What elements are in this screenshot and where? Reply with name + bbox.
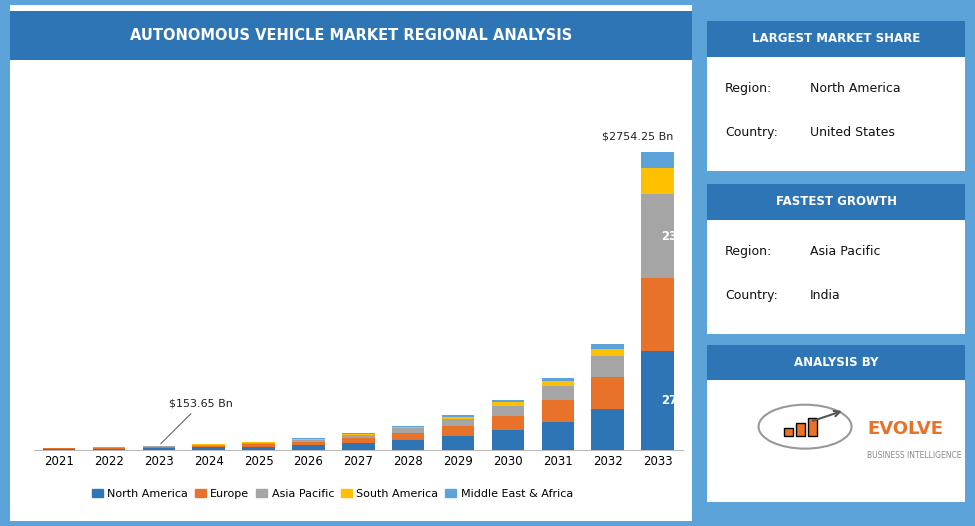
Bar	[442, 437, 474, 450]
Legend: North America, Europe, Asia Pacific, South America, Middle East & Africa: North America, Europe, Asia Pacific, Sou…	[88, 484, 577, 503]
Bar	[342, 443, 374, 450]
Bar	[541, 381, 574, 386]
Bar	[491, 400, 525, 402]
Text: 27%: 27%	[661, 394, 689, 407]
Bar	[192, 448, 225, 450]
Bar	[342, 433, 374, 434]
Bar	[93, 448, 125, 449]
Bar	[442, 426, 474, 437]
Bar	[243, 442, 275, 444]
Bar	[442, 415, 474, 417]
Text: Country:: Country:	[725, 289, 778, 302]
Text: Asia Pacific: Asia Pacific	[810, 245, 880, 258]
Bar	[243, 447, 275, 450]
Bar	[342, 434, 374, 436]
FancyBboxPatch shape	[784, 428, 793, 437]
Bar	[392, 428, 424, 433]
FancyBboxPatch shape	[796, 423, 805, 437]
Bar	[93, 449, 125, 450]
Bar	[491, 406, 525, 416]
Text: BUSINESS INTELLIGENCE: BUSINESS INTELLIGENCE	[867, 451, 961, 460]
Bar	[442, 419, 474, 426]
Bar	[642, 152, 674, 168]
Bar	[392, 440, 424, 450]
Bar	[592, 343, 624, 349]
Bar	[142, 448, 176, 450]
Text: North America: North America	[810, 82, 901, 95]
Text: $2754.25 Bn: $2754.25 Bn	[602, 132, 674, 142]
Bar	[442, 417, 474, 419]
Bar	[592, 349, 624, 356]
Text: AUTONOMOUS VEHICLE MARKET REGIONAL ANALYSIS: AUTONOMOUS VEHICLE MARKET REGIONAL ANALY…	[130, 28, 572, 43]
Text: EVOLVE: EVOLVE	[867, 420, 943, 438]
Text: LARGEST MARKET SHARE: LARGEST MARKET SHARE	[752, 33, 920, 45]
Bar	[541, 378, 574, 381]
Bar	[392, 426, 424, 427]
Bar	[642, 194, 674, 278]
Bar	[642, 168, 674, 194]
Bar	[292, 445, 325, 450]
Text: Country:: Country:	[725, 126, 778, 139]
Bar	[292, 439, 325, 440]
Bar	[342, 436, 374, 439]
Bar	[592, 377, 624, 409]
Bar	[541, 400, 574, 422]
Text: FASTEST GROWTH: FASTEST GROWTH	[775, 196, 897, 208]
Bar	[342, 439, 374, 443]
Bar	[592, 356, 624, 377]
Bar	[43, 449, 75, 450]
Bar	[93, 447, 125, 448]
Text: Region:: Region:	[725, 82, 772, 95]
Bar	[491, 416, 525, 430]
Bar	[642, 351, 674, 450]
Text: $153.65 Bn: $153.65 Bn	[161, 399, 233, 444]
Bar	[292, 442, 325, 445]
Text: ANALYSIS BY: ANALYSIS BY	[794, 356, 878, 369]
Bar	[592, 409, 624, 450]
Bar	[292, 438, 325, 439]
Bar	[541, 386, 574, 400]
Bar	[392, 433, 424, 440]
Bar	[541, 422, 574, 450]
Bar	[392, 427, 424, 428]
Bar	[292, 440, 325, 442]
Text: 23%: 23%	[661, 230, 689, 242]
Text: United States: United States	[810, 126, 895, 139]
Text: India: India	[810, 289, 841, 302]
Bar	[192, 444, 225, 446]
Bar	[192, 446, 225, 448]
Bar	[491, 402, 525, 406]
FancyBboxPatch shape	[807, 418, 817, 437]
Bar	[243, 444, 275, 447]
Bar	[642, 278, 674, 351]
Bar	[142, 446, 176, 447]
Bar	[491, 430, 525, 450]
Text: Region:: Region:	[725, 245, 772, 258]
Bar	[142, 447, 176, 448]
